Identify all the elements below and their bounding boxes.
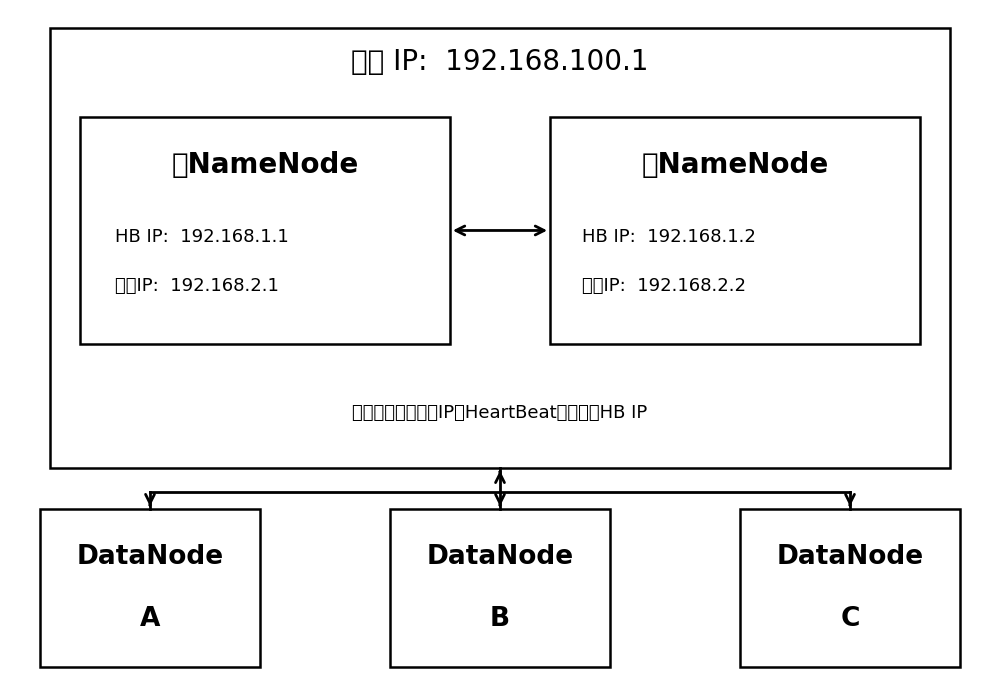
Text: DataNode: DataNode [76, 544, 224, 570]
Text: 数据同步使用设备IP，HeartBeat通信使用HB IP: 数据同步使用设备IP，HeartBeat通信使用HB IP [352, 404, 648, 422]
Text: HB IP:  192.168.1.2: HB IP: 192.168.1.2 [582, 228, 756, 246]
Text: C: C [840, 606, 860, 632]
Bar [80, 117, 450, 344]
Text: 从NameNode: 从NameNode [641, 151, 829, 179]
Text: DataNode: DataNode [426, 544, 574, 570]
Text: 虚拟 IP:  192.168.100.1: 虚拟 IP: 192.168.100.1 [351, 48, 649, 76]
Bar [40, 509, 260, 667]
FancyArrowPatch shape [456, 226, 544, 235]
Bar [740, 509, 960, 667]
Text: B: B [490, 606, 510, 632]
Bar [390, 509, 610, 667]
Text: 设备IP:  192.168.2.2: 设备IP: 192.168.2.2 [582, 277, 746, 294]
Text: DataNode: DataNode [776, 544, 924, 570]
Bar [550, 117, 920, 344]
Text: HB IP:  192.168.1.1: HB IP: 192.168.1.1 [115, 228, 289, 246]
Text: 设备IP:  192.168.2.1: 设备IP: 192.168.2.1 [115, 277, 279, 294]
Text: 主NameNode: 主NameNode [171, 151, 359, 179]
Bar [50, 28, 950, 468]
Text: A: A [140, 606, 160, 632]
